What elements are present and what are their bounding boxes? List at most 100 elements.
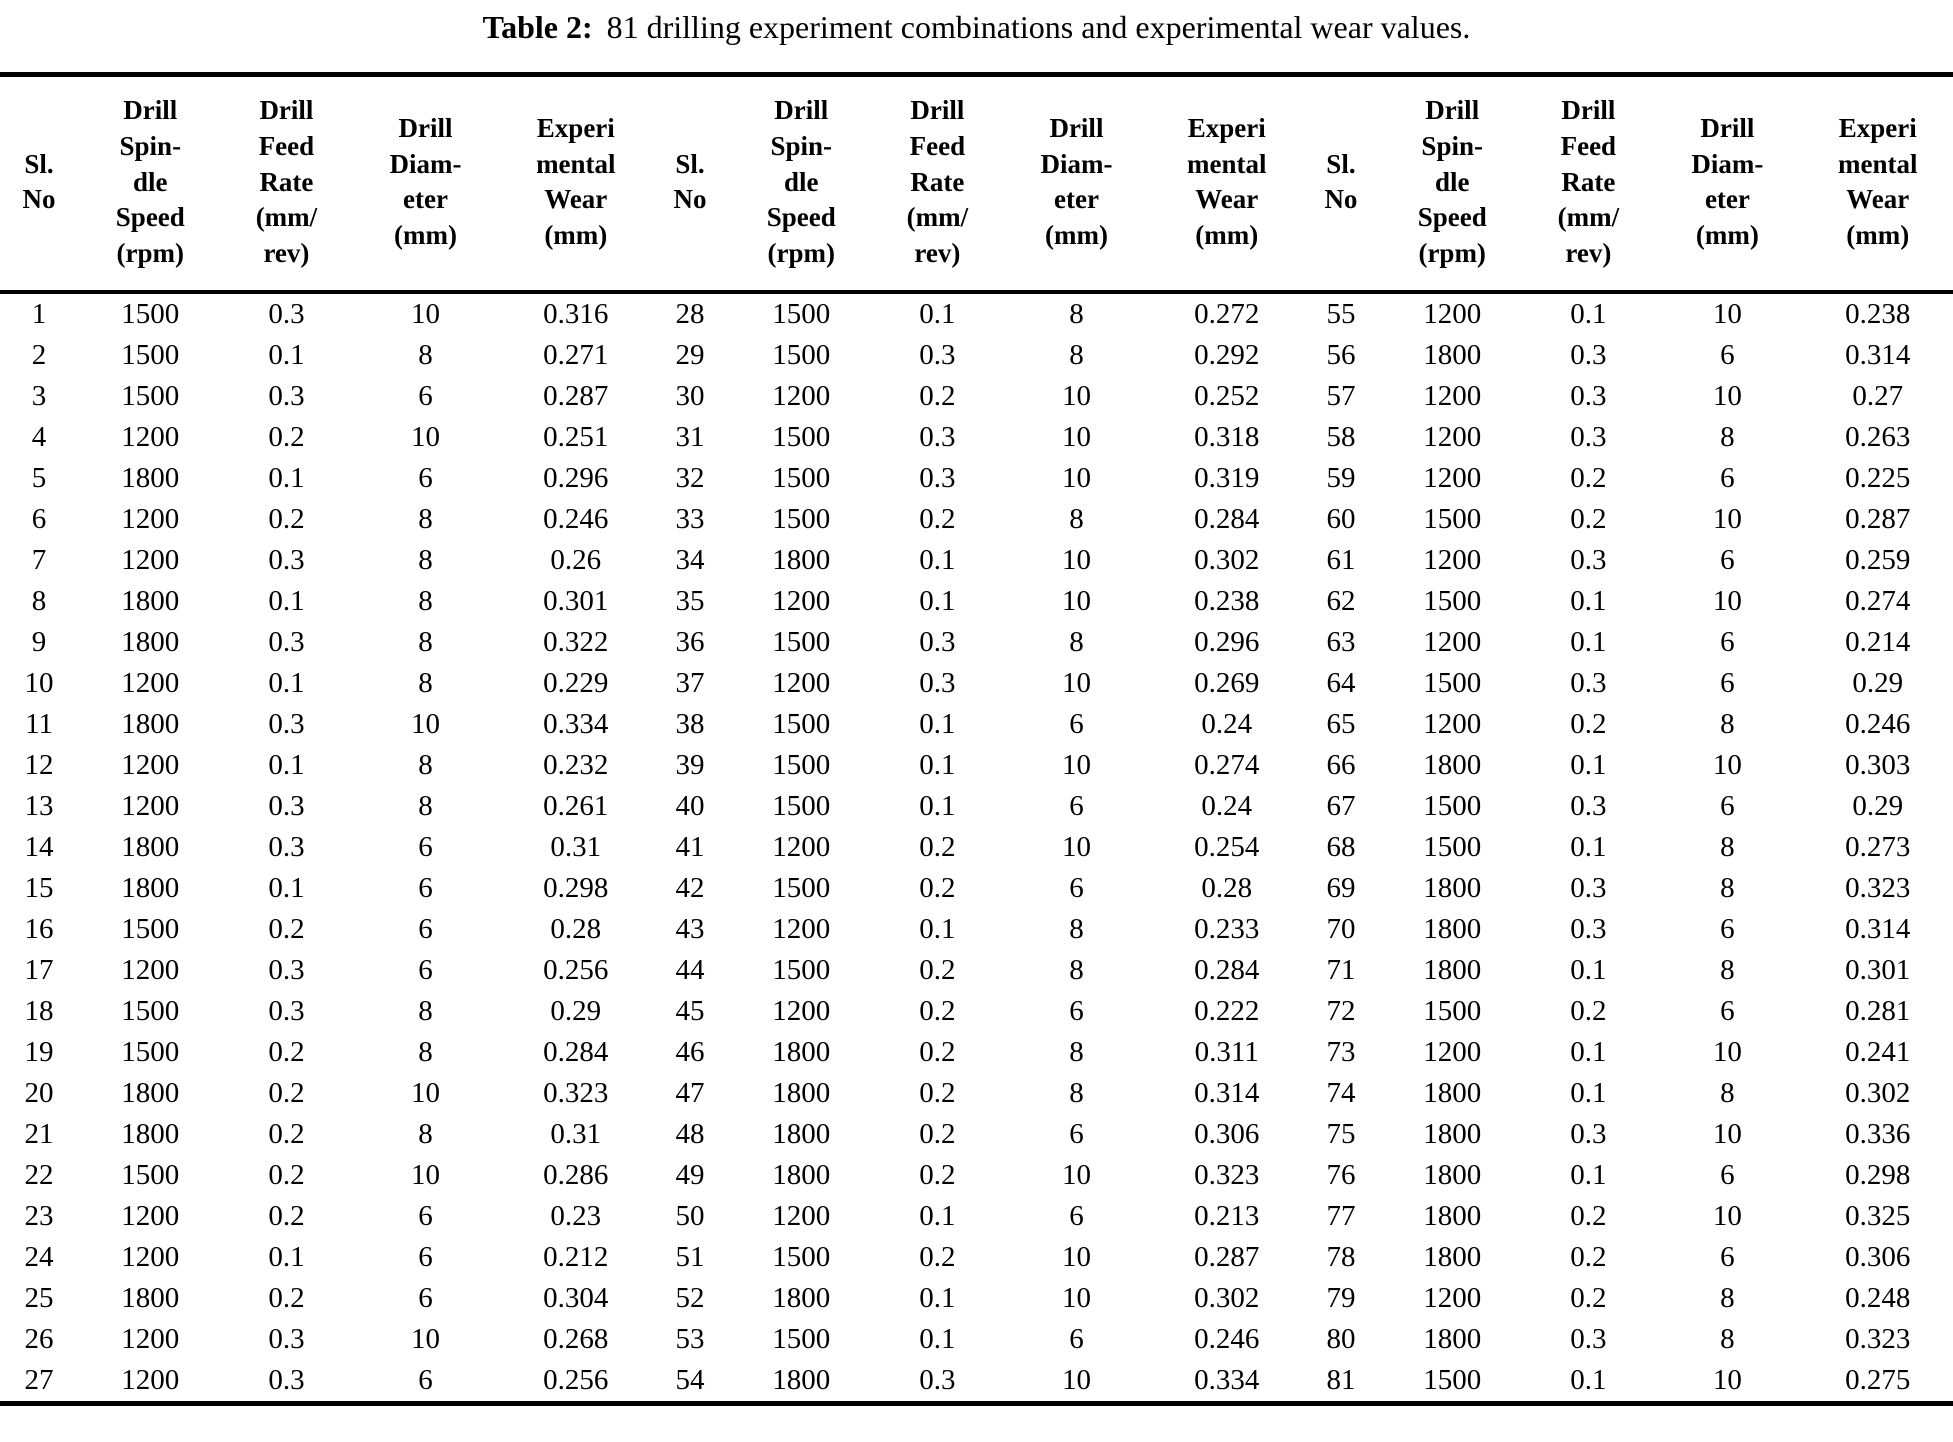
cell-diameter: 10: [1712, 379, 1742, 412]
cell-sl-no: 23: [24, 1199, 54, 1232]
cell-wear: 0.314: [1194, 1076, 1260, 1109]
cell-diameter: 6: [418, 871, 433, 904]
cell-wear: 0.272: [1194, 297, 1260, 330]
cell-sl-no: 38: [675, 707, 705, 740]
cell-spindle-speed: 1800: [772, 1035, 831, 1068]
cell-diameter: 8: [418, 994, 433, 1027]
cell-diameter: 8: [1069, 338, 1084, 371]
cell-sl-no: 77: [1326, 1199, 1356, 1232]
cell-diameter: 10: [1712, 748, 1742, 781]
cell-diameter: 10: [411, 1322, 440, 1355]
cell-spindle-speed: 1200: [772, 994, 831, 1027]
cell-wear: 0.27: [1852, 379, 1904, 412]
cell-sl-no: 53: [675, 1322, 705, 1355]
cell-wear: 0.269: [1194, 666, 1260, 699]
cell-diameter: 8: [1069, 912, 1084, 945]
cell-wear: 0.252: [1194, 379, 1260, 412]
cell-sl-no: 24: [24, 1240, 54, 1273]
cell-wear: 0.29: [550, 994, 602, 1027]
cell-feed-rate: 0.1: [1570, 1363, 1607, 1396]
cell-wear: 0.222: [1194, 994, 1260, 1027]
cell-spindle-speed: 1800: [772, 1158, 831, 1191]
cell-diameter: 6: [1720, 461, 1735, 494]
cell-diameter: 10: [1061, 748, 1091, 781]
cell-spindle-speed: 1200: [772, 379, 831, 412]
cell-diameter: 8: [418, 1035, 433, 1068]
table-row: 6 1200 0.2 8 0.246 33 1500 0.2 8 0.284 60 1500 0.2 10…: [0, 499, 1953, 540]
cell-spindle-speed: 1500: [121, 994, 180, 1027]
cell-diameter: 6: [1720, 543, 1735, 576]
cell-feed-rate: 0.2: [268, 1158, 305, 1191]
cell-diameter: 8: [418, 584, 433, 617]
cell-spindle-speed: 1800: [772, 1117, 831, 1150]
cell-spindle-speed: 1800: [772, 1363, 831, 1396]
cell-diameter: 6: [1069, 1322, 1084, 1355]
cell-feed-rate: 0.1: [919, 748, 956, 781]
cell-spindle-speed: 1200: [772, 666, 831, 699]
cell-sl-no: 6: [31, 502, 47, 535]
cell-feed-rate: 0.2: [268, 1035, 305, 1068]
cell-feed-rate: 0.3: [1570, 1117, 1607, 1150]
column-header-spindle-speed: Drill Spin- dle Speed (rpm): [729, 74, 874, 294]
cell-feed-rate: 0.2: [1570, 994, 1607, 1027]
cell-sl-no: 59: [1326, 461, 1356, 494]
cell-sl-no: 25: [24, 1281, 54, 1314]
cell-diameter: 8: [418, 748, 433, 781]
cell-diameter: 10: [411, 1076, 440, 1109]
table-row: 24 1200 0.1 6 0.212 51 1500 0.2 10 0.287 78 1800 0.2…: [0, 1237, 1953, 1278]
cell-feed-rate: 0.3: [1570, 871, 1607, 904]
cell-wear: 0.296: [543, 461, 609, 494]
cell-diameter: 6: [1720, 1240, 1735, 1273]
column-header-sl-no: Sl. No: [0, 74, 79, 294]
table-row: 10 1200 0.1 8 0.229 37 1200 0.3 10 0.269 64 1500 0.3…: [0, 663, 1953, 704]
cell-feed-rate: 0.2: [268, 912, 305, 945]
column-header-sl-no: Sl. No: [1301, 74, 1380, 294]
table-row: 8 1800 0.1 8 0.301 35 1200 0.1 10 0.238 62 1500 0.1 1…: [0, 581, 1953, 622]
cell-wear: 0.251: [543, 420, 609, 453]
cell-wear: 0.311: [1194, 1035, 1259, 1068]
cell-feed-rate: 0.1: [919, 543, 956, 576]
cell-sl-no: 22: [24, 1158, 54, 1191]
cell-wear: 0.302: [1194, 1281, 1260, 1314]
cell-feed-rate: 0.2: [919, 1158, 956, 1191]
cell-spindle-speed: 1200: [121, 420, 180, 453]
cell-wear: 0.256: [543, 953, 609, 986]
cell-spindle-speed: 1800: [1423, 1240, 1482, 1273]
cell-diameter: 10: [1061, 461, 1091, 494]
cell-sl-no: 44: [675, 953, 705, 986]
cell-wear: 0.336: [1845, 1117, 1911, 1150]
cell-feed-rate: 0.1: [1570, 584, 1607, 617]
cell-wear: 0.26: [550, 543, 602, 576]
cell-feed-rate: 0.3: [268, 994, 305, 1027]
cell-diameter: 8: [418, 502, 433, 535]
cell-spindle-speed: 1800: [1423, 1322, 1482, 1355]
table-row: 22 1500 0.2 10 0.286 49 1800 0.2 10 0.323 76 1800 0.…: [0, 1155, 1953, 1196]
cell-diameter: 6: [418, 912, 433, 945]
cell-spindle-speed: 1800: [121, 830, 180, 863]
cell-spindle-speed: 1500: [772, 461, 831, 494]
cell-wear: 0.314: [1845, 912, 1911, 945]
cell-sl-no: 78: [1326, 1240, 1356, 1273]
cell-feed-rate: 0.2: [919, 830, 956, 863]
cell-spindle-speed: 1500: [1423, 1363, 1482, 1396]
cell-diameter: 8: [1720, 871, 1735, 904]
cell-wear: 0.334: [1194, 1363, 1260, 1396]
cell-spindle-speed: 1500: [1423, 666, 1482, 699]
cell-feed-rate: 0.2: [268, 502, 305, 535]
cell-wear: 0.24: [1201, 789, 1253, 822]
cell-spindle-speed: 1200: [1423, 543, 1482, 576]
cell-diameter: 10: [1712, 502, 1742, 535]
cell-feed-rate: 0.2: [1570, 461, 1607, 494]
cell-feed-rate: 0.2: [1570, 1281, 1607, 1314]
cell-feed-rate: 0.3: [268, 1322, 305, 1355]
cell-feed-rate: 0.1: [1570, 1076, 1607, 1109]
cell-wear: 0.302: [1194, 543, 1260, 576]
column-header-diameter: Drill Diam- eter (mm): [1001, 74, 1152, 294]
cell-diameter: 10: [1061, 666, 1091, 699]
cell-diameter: 10: [1712, 1035, 1742, 1068]
cell-feed-rate: 0.1: [919, 1322, 956, 1355]
cell-diameter: 8: [418, 789, 433, 822]
cell-sl-no: 79: [1326, 1281, 1356, 1314]
cell-sl-no: 41: [675, 830, 705, 863]
cell-spindle-speed: 1200: [1423, 379, 1482, 412]
